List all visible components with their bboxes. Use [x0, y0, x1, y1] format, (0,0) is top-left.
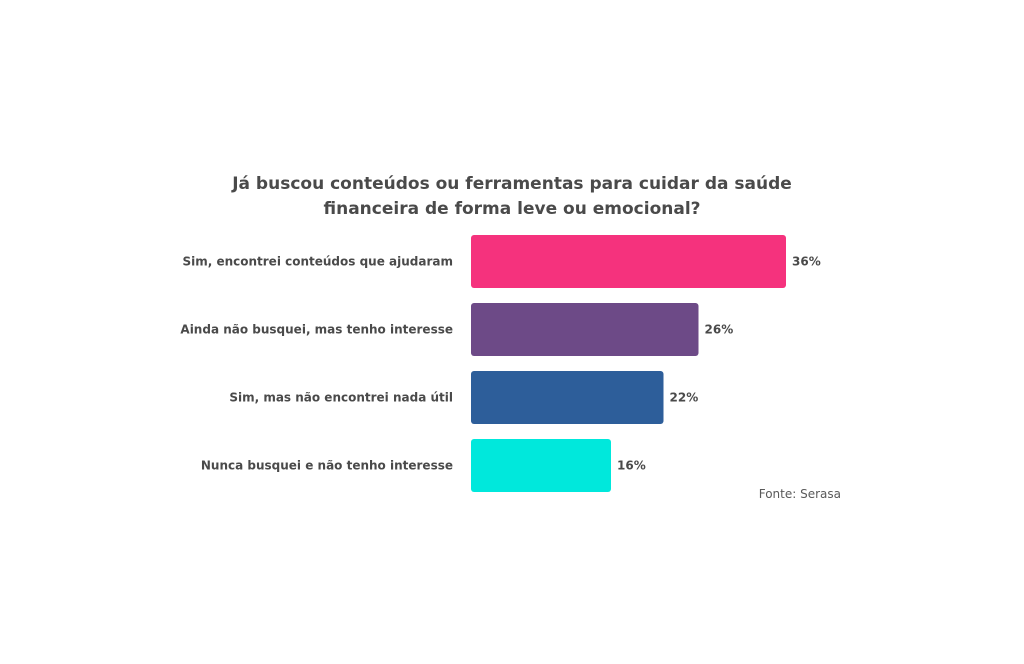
category-label: Nunca busquei e não tenho interesse	[201, 459, 453, 473]
chart-title-line-2: financeira de forma leve ou emocional?	[323, 199, 701, 219]
category-label: Ainda não busquei, mas tenho interesse	[180, 323, 453, 337]
value-label: 16%	[617, 459, 646, 473]
chart-title: Já buscou conteúdos ou ferramentas para …	[212, 172, 812, 222]
bar	[471, 439, 611, 492]
bar	[471, 303, 699, 356]
value-label: 22%	[670, 391, 699, 405]
value-label: 36%	[792, 255, 821, 269]
bar	[471, 235, 786, 288]
bar	[471, 371, 664, 424]
value-label: 26%	[705, 323, 734, 337]
source-note: Fonte: Serasa	[758, 487, 841, 501]
chart-title-line-1: Já buscou conteúdos ou ferramentas para …	[232, 174, 792, 194]
category-label: Sim, mas não encontrei nada útil	[229, 391, 453, 405]
category-label: Sim, encontrei conteúdos que ajudaram	[182, 255, 453, 269]
